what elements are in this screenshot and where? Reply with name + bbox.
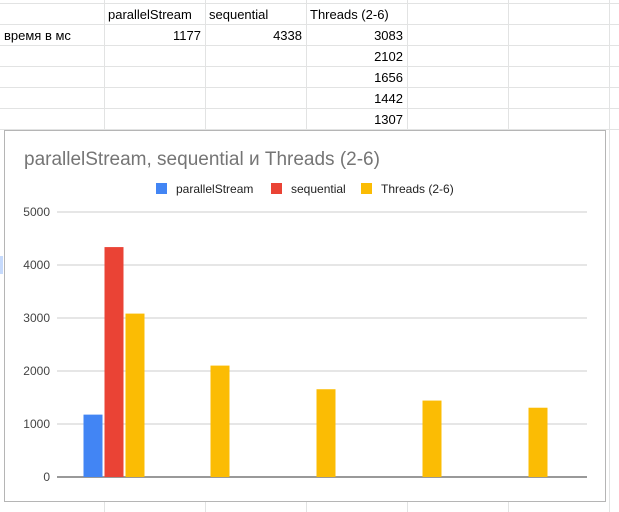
chart-canvas: parallelStream, sequential и Threads (2-… — [23, 149, 587, 484]
bar-threads-2-6-4 — [528, 407, 548, 477]
row-label-cell[interactable]: время в мс — [4, 28, 71, 43]
bar-threads-2-6-1 — [210, 365, 230, 477]
grid-row-line — [0, 108, 619, 109]
bar-threads-2-6-3 — [422, 400, 442, 477]
value-cell[interactable]: 1177 — [173, 28, 201, 43]
y-tick-label: 1000 — [23, 417, 50, 431]
value-cell[interactable]: 3083 — [374, 28, 403, 43]
value-cell[interactable]: 1442 — [374, 91, 403, 106]
bar-threads-2-6-0 — [125, 313, 145, 477]
row-selection-marker — [0, 256, 3, 274]
value-cell[interactable]: 1307 — [374, 112, 403, 127]
grid-row-line — [0, 87, 619, 88]
legend-label: Threads (2-6) — [381, 182, 454, 196]
bar-parallelstream-0 — [83, 414, 103, 477]
bar-threads-2-6-2 — [316, 389, 336, 477]
grid-row-line — [0, 24, 619, 25]
value-cell[interactable]: 2102 — [374, 49, 403, 64]
chart-bars — [83, 247, 548, 477]
value-cell[interactable]: 4338 — [273, 28, 302, 43]
grid-row-line — [0, 66, 619, 67]
legend-label: sequential — [291, 182, 346, 196]
y-tick-label: 5000 — [23, 205, 50, 219]
legend-swatch — [361, 183, 372, 194]
embedded-chart[interactable]: parallelStream, sequential и Threads (2-… — [4, 130, 606, 502]
legend-swatch — [271, 183, 282, 194]
y-tick-label: 0 — [43, 470, 50, 484]
header-cell-threads[interactable]: Threads (2-6) — [310, 7, 389, 22]
legend-label: parallelStream — [176, 182, 253, 196]
grid-column-line — [609, 0, 610, 512]
grid-row-line — [0, 45, 619, 46]
header-cell-parallelstream[interactable]: parallelStream — [108, 7, 192, 22]
grid-row-line — [0, 3, 619, 4]
header-cell-sequential[interactable]: sequential — [209, 7, 269, 22]
y-tick-label: 2000 — [23, 364, 50, 378]
y-tick-label: 4000 — [23, 258, 50, 272]
chart-legend: parallelStream sequential Threads (2-6) — [156, 182, 454, 196]
bar-sequential-0 — [104, 247, 124, 477]
y-tick-label: 3000 — [23, 311, 50, 325]
chart-title: parallelStream, sequential и Threads (2-… — [24, 149, 380, 170]
legend-swatch — [156, 183, 167, 194]
grid-row-line — [0, 129, 619, 130]
value-cell[interactable]: 1656 — [374, 70, 403, 85]
